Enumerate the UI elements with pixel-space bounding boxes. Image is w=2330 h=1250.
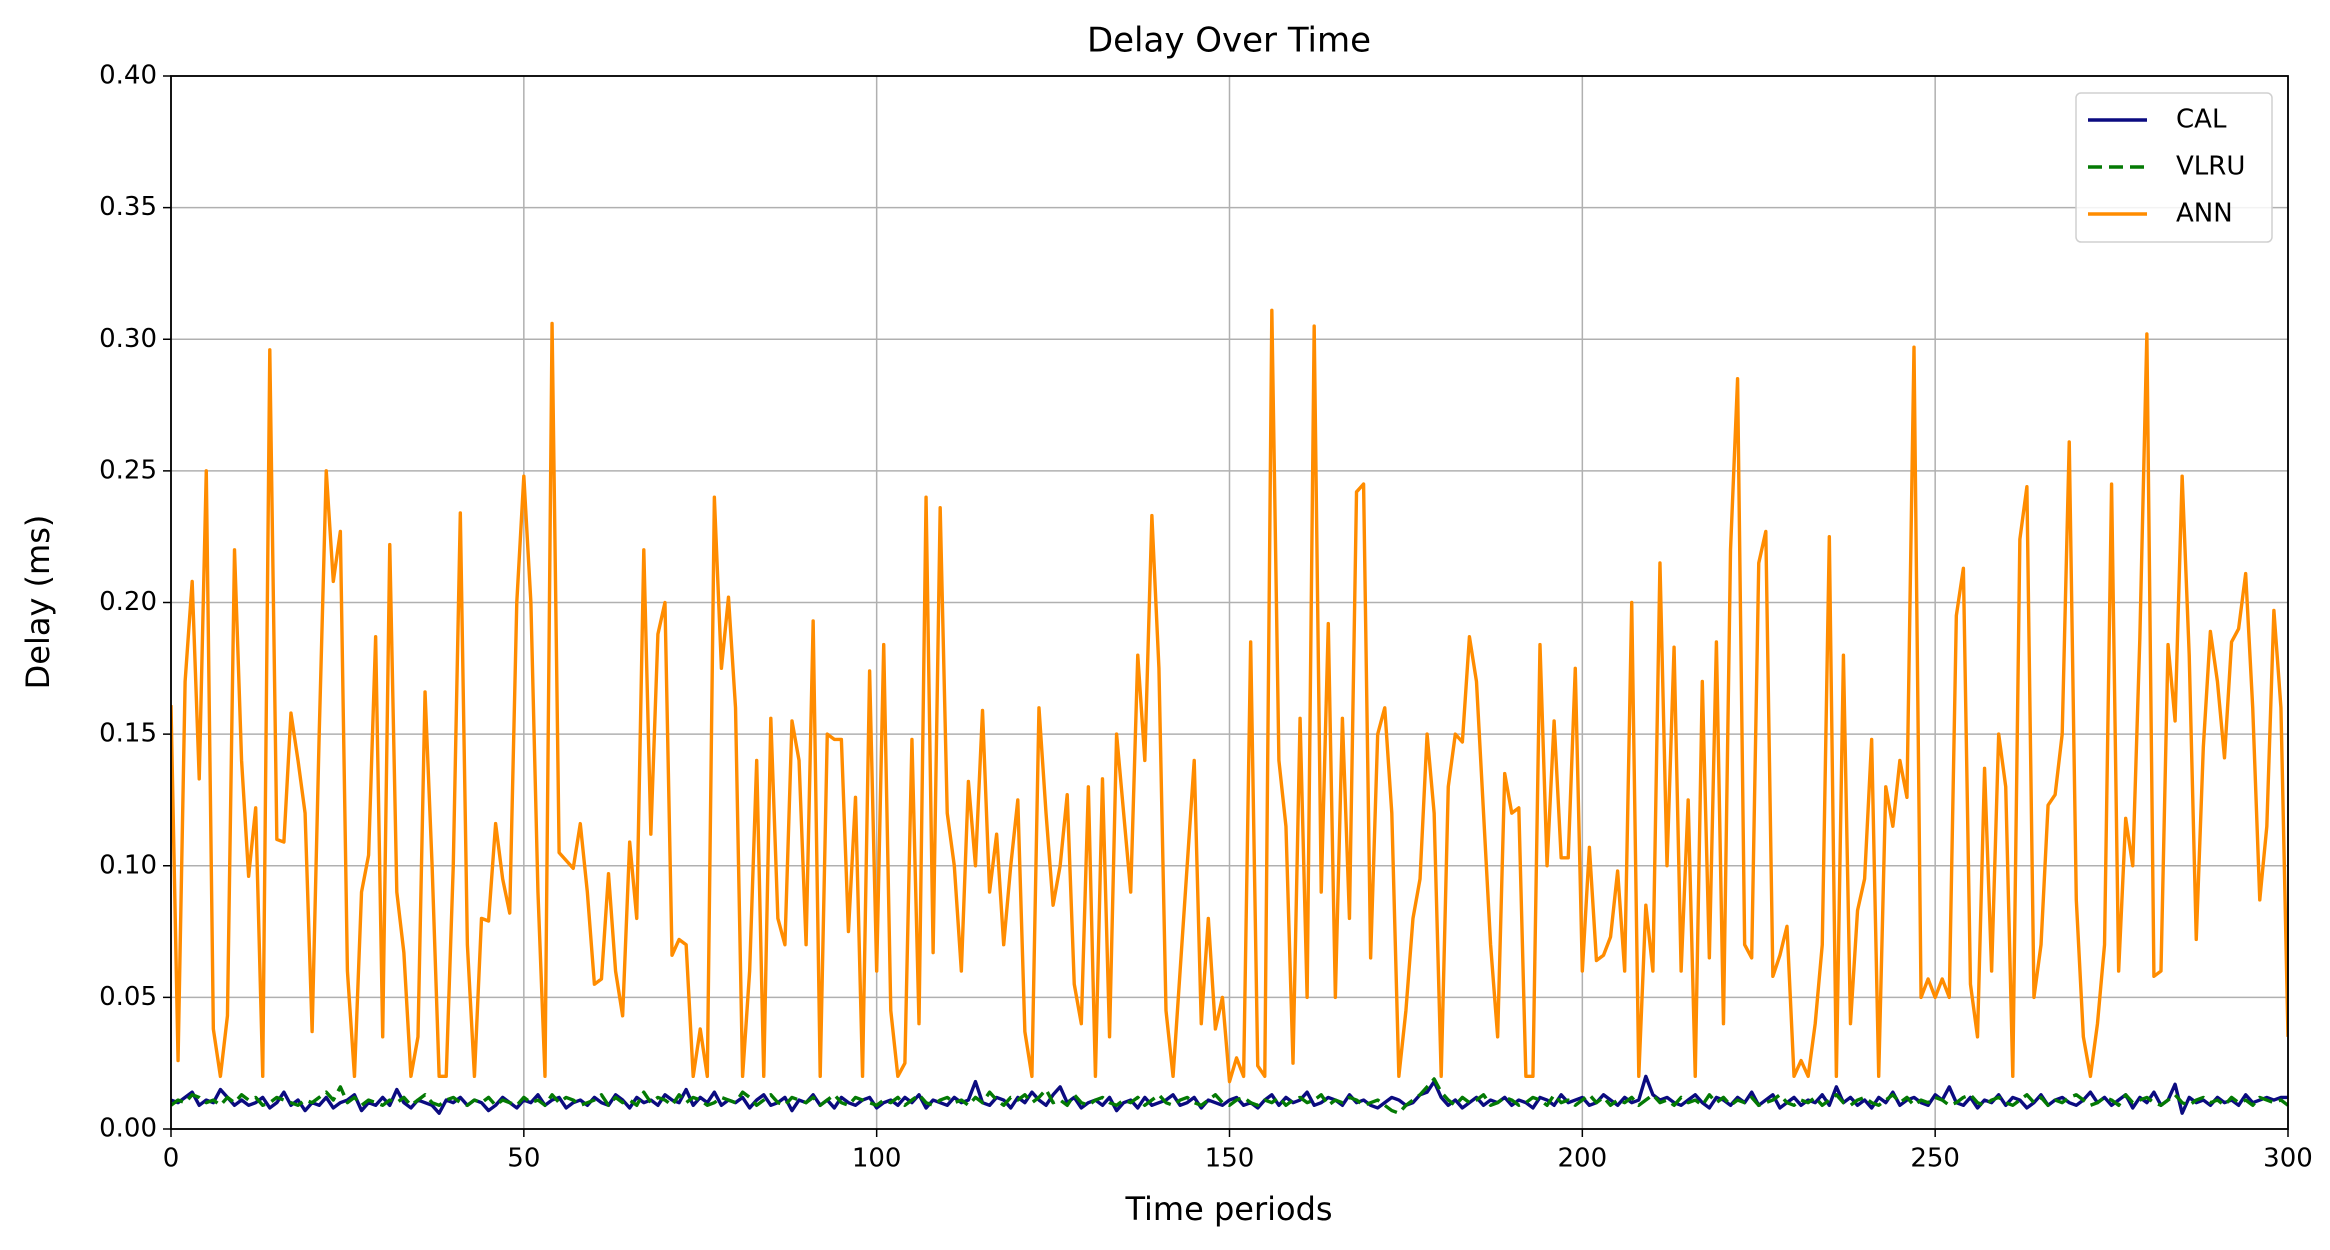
legend-box (2075, 92, 2273, 243)
legend-label: VLRU (2176, 152, 2245, 182)
y-tick-label: 0.05 (99, 982, 157, 1012)
x-tick-label: 200 (1558, 1144, 1608, 1174)
y-axis-label: Delay (ms) (19, 515, 57, 690)
series-line (171, 1077, 2288, 1115)
y-tick-label: 0.10 (99, 850, 157, 880)
y-tick-label: 0.35 (99, 192, 157, 222)
legend-label: ANN (2176, 199, 2233, 229)
legend-label: CAL (2176, 105, 2227, 135)
x-axis-label: Time periods (1124, 1190, 1332, 1228)
y-tick-label: 0.15 (99, 719, 157, 749)
chart-title: Delay Over Time (1087, 21, 1371, 61)
x-tick-label: 300 (2263, 1144, 2313, 1174)
y-tick-label: 0.25 (99, 455, 157, 485)
x-tick-label: 50 (507, 1144, 540, 1174)
x-tick-label: 100 (852, 1144, 902, 1174)
x-tick-label: 250 (1910, 1144, 1960, 1174)
x-tick-label: 0 (163, 1144, 180, 1174)
plot-frame (170, 75, 2289, 1130)
x-tick-label: 150 (1205, 1144, 1255, 1174)
series-line (171, 1074, 2288, 1115)
y-tick-label: 0.20 (99, 587, 157, 617)
y-tick-label: 0.30 (99, 324, 157, 354)
y-tick-label: 0.00 (99, 1114, 157, 1144)
legend: CAL VLRU ANN (2075, 92, 2273, 243)
y-tick-label: 0.40 (99, 61, 157, 91)
series-line (171, 308, 2288, 1084)
